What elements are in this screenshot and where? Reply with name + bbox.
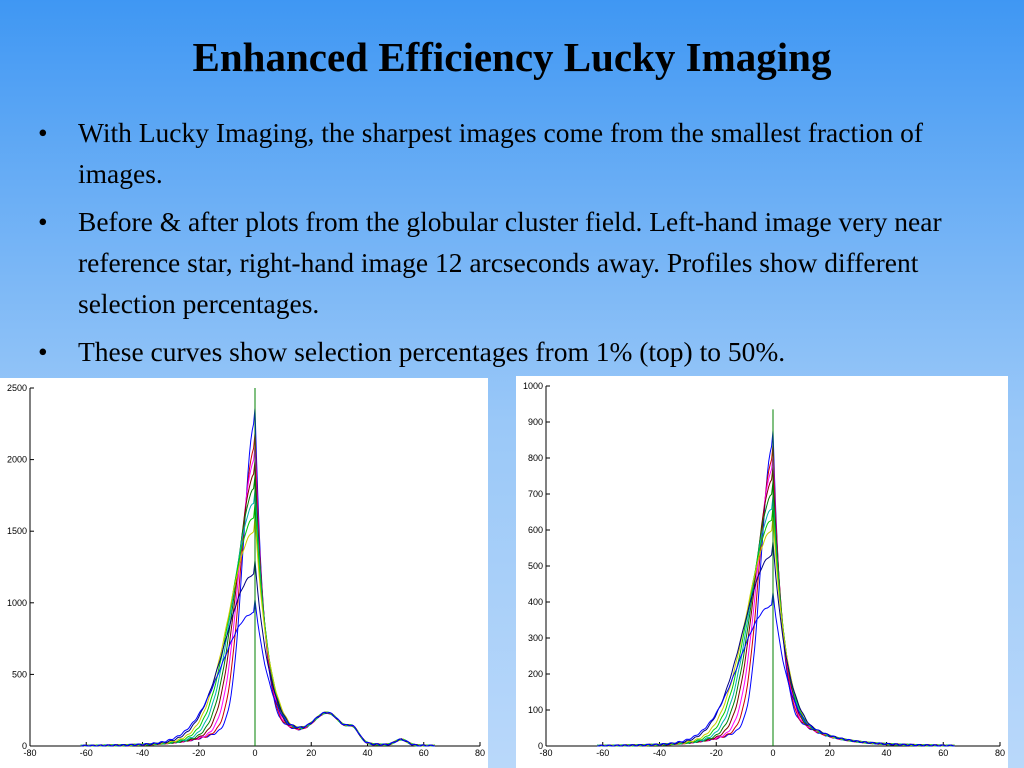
profile-series-line — [80, 517, 436, 747]
bullet-item: • These curves show selection percentage… — [38, 331, 978, 372]
x-tick-label: 80 — [475, 748, 485, 758]
right-profile-chart: 0 100 200 300 400 500 600 700 800 900 1000 -80 -60 -4… — [516, 376, 1008, 768]
bullet-icon: • — [38, 206, 48, 237]
y-tick-label: 600 — [528, 525, 543, 535]
y-tick-label: 500 — [528, 561, 543, 571]
x-tick-label: -80 — [23, 748, 36, 758]
y-tick-label: 0 — [538, 741, 543, 751]
y-tick-label: 1000 — [7, 598, 27, 608]
bullet-icon: • — [38, 117, 48, 148]
y-tick-label: 1500 — [7, 526, 27, 536]
x-tick-label: 80 — [995, 748, 1005, 758]
x-tick-label: 20 — [306, 748, 316, 758]
x-tick-label: -80 — [539, 748, 552, 758]
x-tick-label: 0 — [252, 748, 257, 758]
y-tick-label: 900 — [528, 417, 543, 427]
x-tick-label: -60 — [80, 748, 93, 758]
left-profile-plot: 0 500 1000 1500 2000 2500 -80 -60 -40 -20 0 20 40 60 8… — [7, 383, 485, 758]
y-tick-label: 2500 — [7, 383, 27, 393]
x-tick-label: -20 — [710, 748, 723, 758]
bullet-icon: • — [38, 336, 48, 367]
x-tick-label: -40 — [136, 748, 149, 758]
x-tick-label: 60 — [419, 748, 429, 758]
y-tick-label: 500 — [12, 669, 27, 679]
slide-title: Enhanced Efficiency Lucky Imaging — [192, 34, 832, 80]
bullet-item: • Before & after plots from the globular… — [38, 201, 978, 324]
x-tick-label: -60 — [596, 748, 609, 758]
y-tick-label: 400 — [528, 597, 543, 607]
profile-series-line — [597, 541, 955, 747]
x-tick-label: 40 — [362, 748, 372, 758]
profile-series-line — [597, 592, 955, 747]
profile-series-line — [597, 455, 955, 747]
profile-series-line — [596, 430, 955, 747]
y-tick-label: 300 — [528, 633, 543, 643]
x-tick-label: -20 — [192, 748, 205, 758]
profile-series-line — [80, 560, 436, 747]
left-profile-chart: 0 500 1000 1500 2000 2500 -80 -60 -40 -20 0 20 40 60 8… — [0, 378, 488, 768]
y-tick-label: 100 — [528, 705, 543, 715]
y-tick-label: 2000 — [7, 455, 27, 465]
y-tick-label: 200 — [528, 669, 543, 679]
x-tick-label: 60 — [938, 748, 948, 758]
x-tick-label: 40 — [881, 748, 891, 758]
bullet-item: • With Lucky Imaging, the sharpest image… — [38, 112, 978, 194]
profile-series-line — [80, 599, 435, 747]
bullet-text: These curves show selection percentages … — [78, 336, 786, 367]
profile-series-line — [596, 444, 955, 747]
bullet-list: • With Lucky Imaging, the sharpest image… — [38, 112, 978, 379]
y-tick-label: 1000 — [523, 381, 543, 391]
bullet-text: Before & after plots from the globular c… — [78, 206, 942, 319]
profile-series-line — [80, 407, 436, 747]
x-tick-label: -40 — [653, 748, 666, 758]
x-tick-label: 0 — [770, 748, 775, 758]
y-tick-label: 700 — [528, 489, 543, 499]
y-tick-label: 0 — [22, 741, 27, 751]
bullet-text: With Lucky Imaging, the sharpest images … — [78, 117, 924, 189]
y-tick-label: 800 — [528, 453, 543, 463]
x-tick-label: 20 — [825, 748, 835, 758]
